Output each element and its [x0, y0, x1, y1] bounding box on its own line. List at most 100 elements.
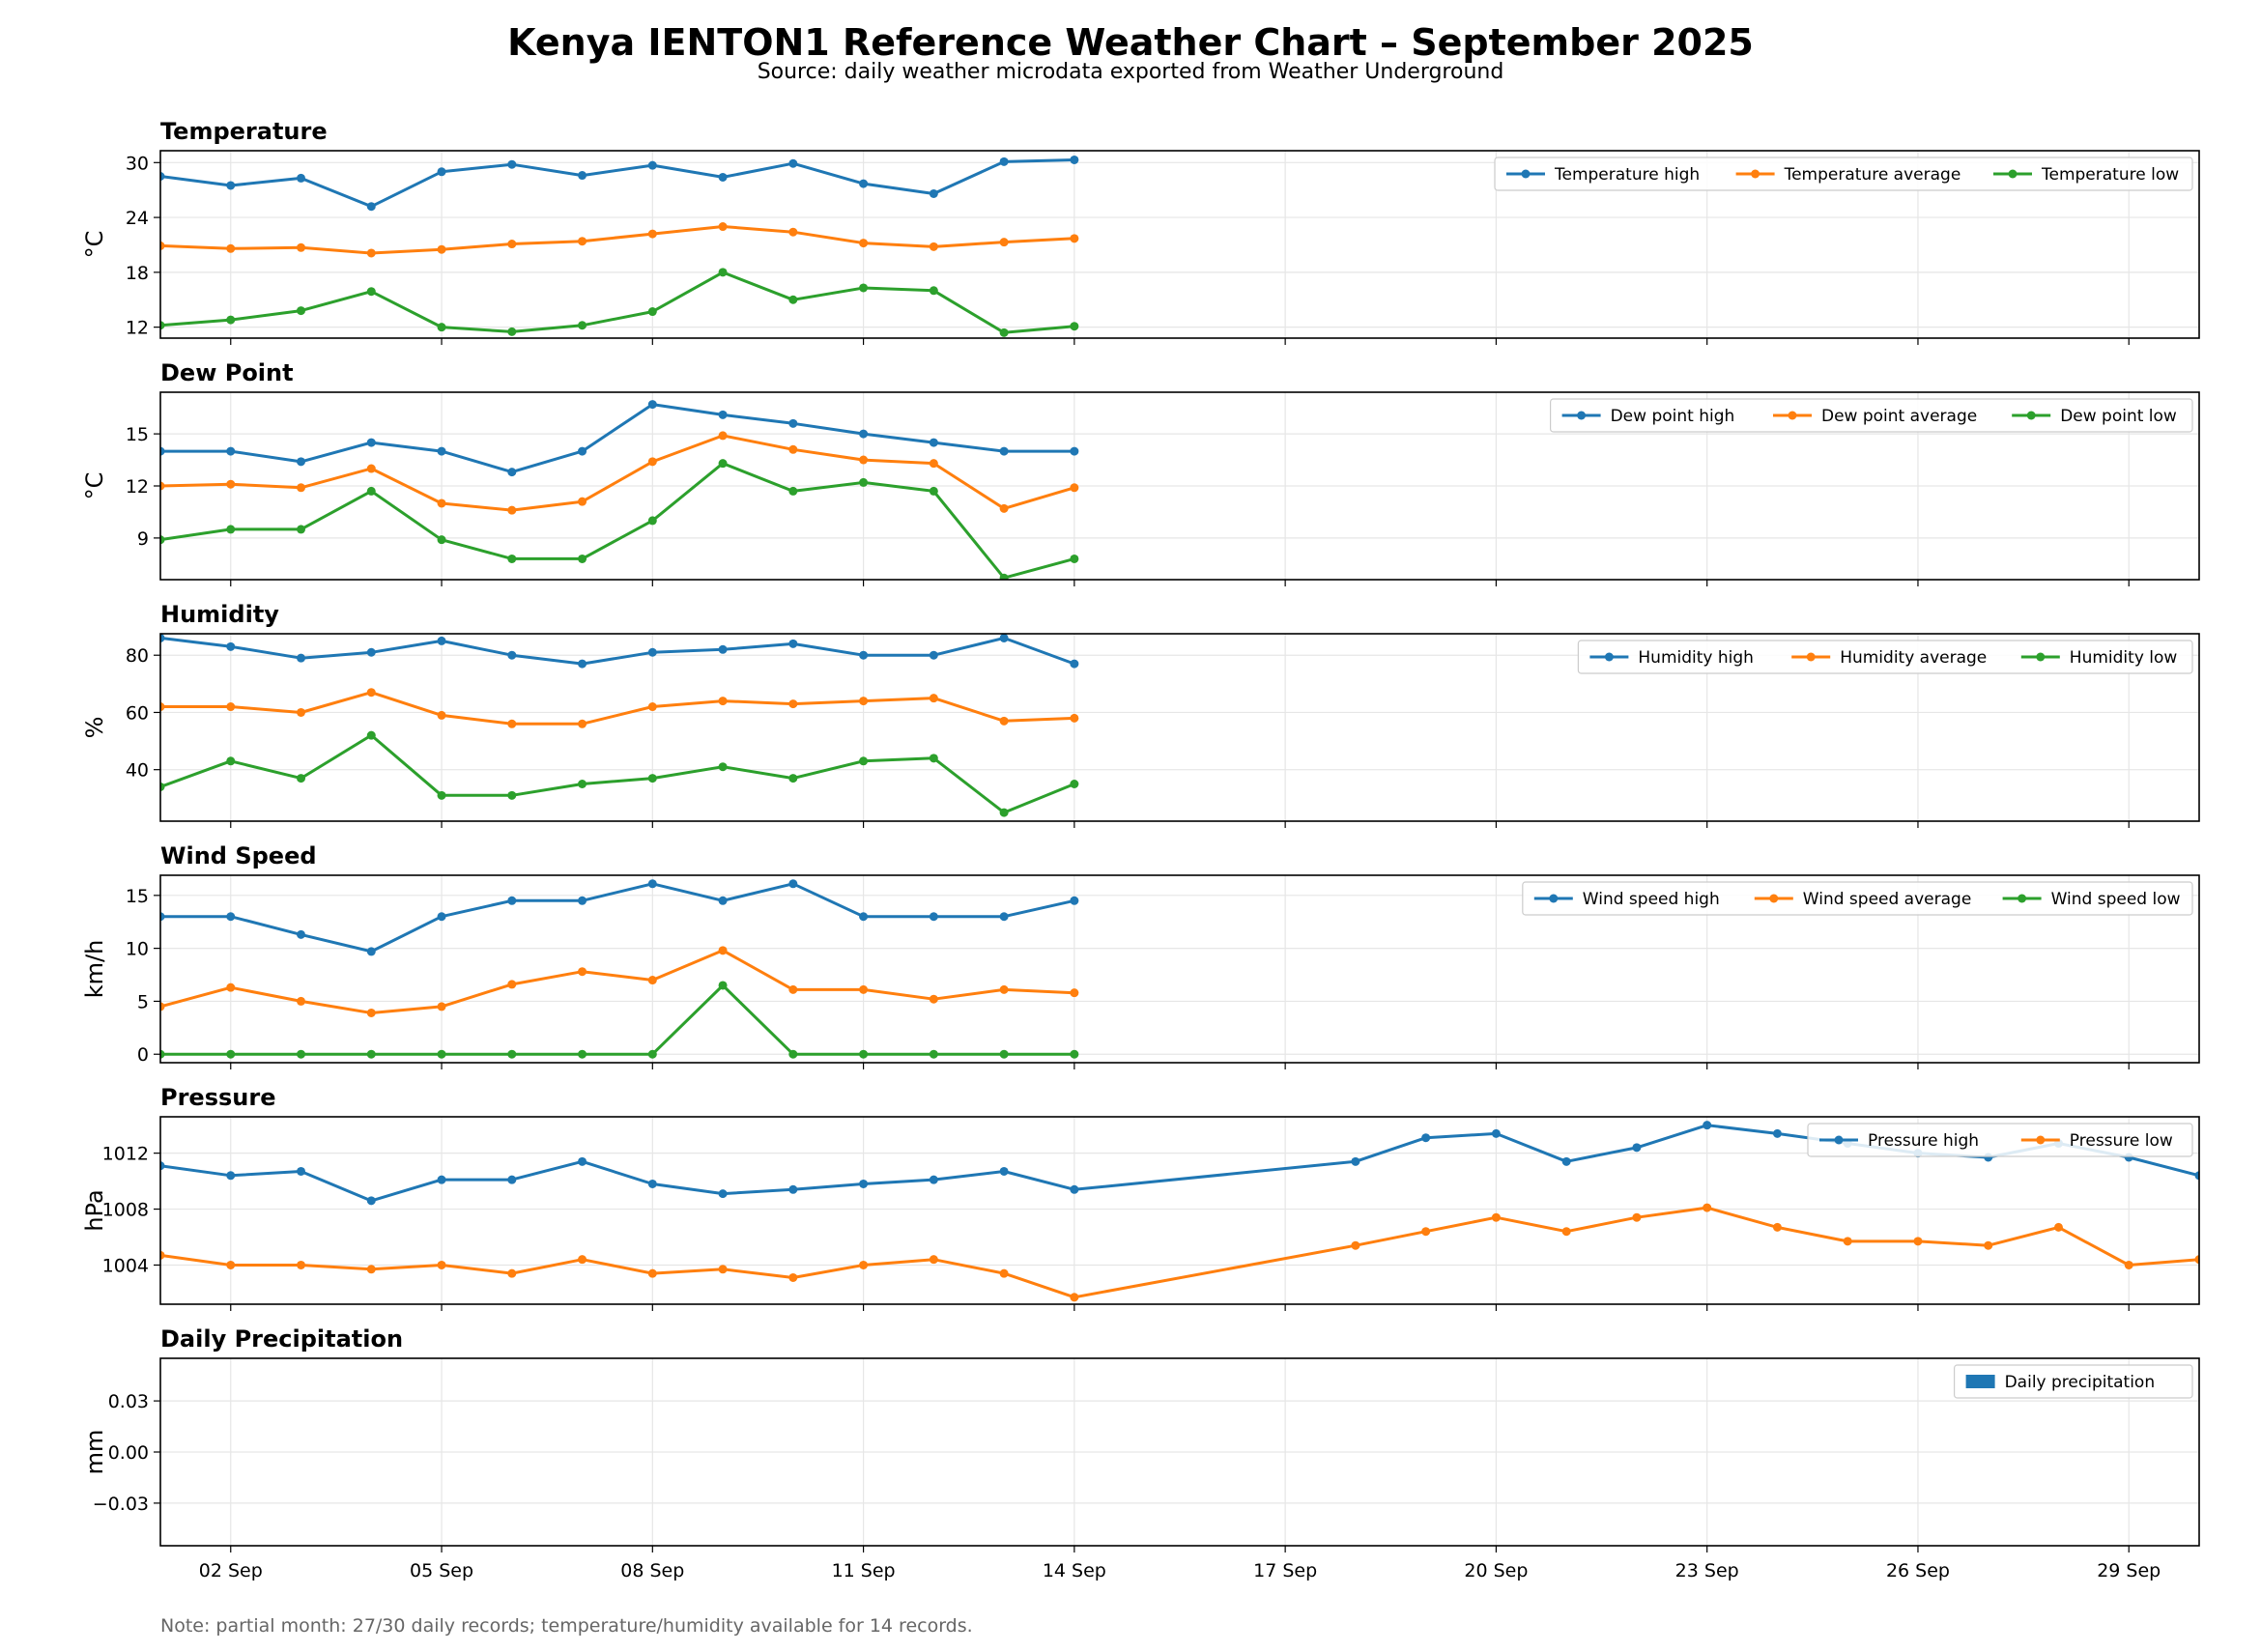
- data-point: [507, 1049, 517, 1059]
- plot-frame: [159, 1357, 2200, 1547]
- data-point: [366, 688, 376, 698]
- data-point: [1421, 1133, 1431, 1143]
- data-point: [1070, 1049, 1079, 1059]
- legend-marker: [1788, 411, 1797, 420]
- legend-item: Temperature average: [1735, 165, 1960, 185]
- data-point: [2053, 1222, 2063, 1232]
- data-point: [718, 1265, 728, 1274]
- series-line: [160, 733, 1075, 814]
- data-point: [999, 634, 1009, 642]
- legend-swatch: [1965, 1375, 1995, 1388]
- data-point: [507, 650, 517, 660]
- plot-area: [160, 155, 1079, 337]
- legend-item: Humidity low: [2020, 648, 2177, 668]
- data-point: [437, 535, 446, 545]
- data-point: [788, 639, 798, 648]
- series-line: [160, 158, 1074, 209]
- y-axis-label: km/h: [81, 940, 108, 999]
- data-point: [578, 446, 587, 456]
- data-point: [929, 188, 938, 198]
- y-tick-label: 0.03: [108, 1391, 149, 1412]
- y-tick-label: 15: [126, 424, 149, 445]
- data-point: [859, 912, 869, 922]
- data-point: [578, 967, 587, 977]
- legend-label: Pressure high: [1868, 1131, 1979, 1151]
- legend-marker: [2018, 894, 2027, 903]
- data-point: [366, 248, 376, 258]
- legend: Humidity high Humidity average Humidity lo…: [1577, 640, 2193, 674]
- data-point: [1070, 554, 1079, 563]
- plot-frame: [159, 633, 2200, 822]
- data-point: [1070, 988, 1079, 998]
- data-point: [718, 697, 728, 706]
- data-point: [929, 1175, 938, 1184]
- panel-title: Wind Speed: [160, 842, 317, 869]
- data-point: [2194, 1171, 2199, 1181]
- y-tick-label: 15: [126, 886, 149, 907]
- panel-title: Humidity: [160, 601, 279, 628]
- data-point: [859, 239, 869, 248]
- plot-area: [160, 879, 1079, 1059]
- data-point: [647, 400, 657, 410]
- data-point: [578, 237, 587, 246]
- y-axis-label: hPa: [81, 1189, 108, 1231]
- data-point: [366, 1049, 376, 1059]
- legend-label: Humidity average: [1840, 648, 1987, 668]
- legend-item: Dew point average: [1773, 407, 1977, 426]
- legend-label: Pressure low: [2070, 1131, 2173, 1151]
- data-point: [1772, 1128, 1782, 1138]
- legend-marker: [2008, 169, 2018, 179]
- legend-label: Wind speed average: [1803, 890, 1971, 909]
- legend-marker: [2026, 411, 2036, 420]
- y-tick-label: 80: [126, 645, 149, 667]
- chart-subtitle: Source: daily weather microdata exported…: [757, 60, 1504, 84]
- data-point: [718, 644, 728, 654]
- chart-title: Kenya IENTON1 Reference Weather Chart – …: [507, 21, 1754, 64]
- legend-item: Wind speed average: [1754, 890, 1971, 909]
- x-tick-label: 26 Sep: [1886, 1560, 1950, 1581]
- legend-item: Pressure high: [1819, 1131, 1979, 1151]
- data-point: [718, 172, 728, 182]
- data-point: [1351, 1240, 1360, 1250]
- data-point: [647, 1268, 657, 1278]
- legend-item: Dew point low: [2012, 407, 2177, 426]
- data-point: [647, 516, 657, 526]
- data-point: [718, 222, 728, 232]
- data-point: [160, 535, 165, 545]
- data-point: [788, 774, 798, 783]
- data-point: [859, 984, 869, 994]
- data-point: [160, 782, 165, 791]
- legend-marker: [1769, 894, 1779, 903]
- legend-label: Wind speed low: [2051, 890, 2181, 909]
- series-line: [160, 636, 1075, 666]
- series-line: [160, 403, 1074, 474]
- data-point: [437, 636, 446, 645]
- data-point: [437, 790, 446, 800]
- legend-marker: [1521, 169, 1531, 179]
- legend-label: Humidity high: [1638, 648, 1754, 668]
- data-point: [1070, 322, 1079, 331]
- data-point: [226, 1049, 236, 1059]
- data-point: [297, 306, 306, 316]
- data-point: [788, 1272, 798, 1282]
- data-point: [718, 1189, 728, 1199]
- data-point: [1561, 1156, 1571, 1166]
- y-tick-label: 60: [126, 702, 149, 724]
- y-tick-label: 24: [126, 208, 149, 229]
- panel-title: Temperature: [160, 118, 328, 145]
- data-point: [226, 756, 236, 766]
- data-point: [718, 410, 728, 419]
- data-point: [160, 1002, 165, 1011]
- plot-frame: [159, 1116, 2200, 1305]
- x-tick-label: 17 Sep: [1253, 1560, 1317, 1581]
- data-point: [1632, 1143, 1642, 1153]
- data-point: [437, 1049, 446, 1059]
- data-point: [999, 1049, 1009, 1059]
- data-point: [297, 929, 306, 939]
- data-point: [1070, 234, 1079, 243]
- data-point: [578, 321, 587, 330]
- data-point: [160, 321, 165, 330]
- data-point: [999, 808, 1009, 817]
